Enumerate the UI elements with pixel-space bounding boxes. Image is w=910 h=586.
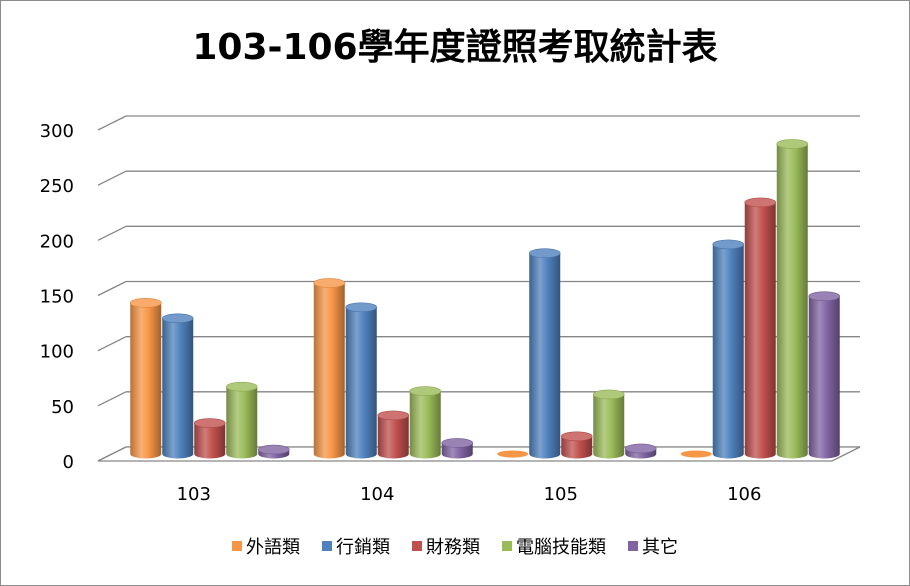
bar-body bbox=[377, 415, 409, 459]
legend-item: 財務類 bbox=[412, 533, 480, 559]
bar bbox=[528, 248, 561, 459]
chart-legend: 外語類 行銷類 財務類 電腦技能類 其它 bbox=[0, 533, 910, 559]
legend-label: 電腦技能類 bbox=[516, 537, 606, 558]
y-tick-label: 100 bbox=[40, 342, 74, 363]
y-tick-label: 300 bbox=[40, 121, 74, 142]
bar bbox=[313, 278, 346, 459]
bar bbox=[409, 386, 442, 459]
x-tick-label: 105 bbox=[544, 484, 578, 505]
bar-top bbox=[345, 302, 378, 313]
bar bbox=[560, 431, 593, 459]
legend-label: 其它 bbox=[642, 537, 678, 558]
bar-top bbox=[712, 239, 745, 250]
x-tick-label: 104 bbox=[360, 484, 394, 505]
gridline-depth bbox=[97, 280, 127, 297]
bar-body bbox=[409, 391, 441, 459]
bars bbox=[129, 139, 841, 459]
bar-top bbox=[441, 438, 474, 448]
y-axis: 0 50 100 150 200 250 300 bbox=[40, 121, 74, 473]
legend-swatch bbox=[628, 541, 638, 551]
y-tick-label: 200 bbox=[40, 231, 74, 252]
y-tick-label: 50 bbox=[51, 397, 74, 418]
legend-swatch bbox=[322, 541, 332, 551]
bar-body bbox=[226, 386, 258, 459]
gridline-depth bbox=[97, 391, 127, 407]
legend-item: 電腦技能類 bbox=[502, 533, 606, 559]
bar-top bbox=[744, 197, 777, 208]
legend-swatch bbox=[502, 541, 512, 551]
bar-top bbox=[776, 139, 809, 149]
bar-top bbox=[161, 313, 194, 324]
bar-top bbox=[592, 389, 625, 400]
bar-top bbox=[560, 431, 593, 442]
bar-top bbox=[193, 418, 226, 428]
gridline-depth bbox=[97, 225, 127, 241]
bar-top bbox=[129, 298, 162, 308]
bar-body bbox=[561, 436, 593, 459]
bar bbox=[129, 298, 162, 459]
bar bbox=[680, 450, 712, 458]
gridline-depth bbox=[97, 170, 127, 186]
legend-item: 其它 bbox=[628, 533, 678, 559]
bar-body bbox=[313, 282, 345, 459]
bar bbox=[712, 239, 745, 459]
bar-top bbox=[409, 386, 442, 396]
y-tick-label: 150 bbox=[40, 287, 74, 308]
legend-label: 財務類 bbox=[426, 537, 480, 558]
y-tick-label: 0 bbox=[63, 452, 74, 473]
legend-item: 行銷類 bbox=[322, 533, 390, 559]
bar-body bbox=[162, 318, 194, 459]
y-tick-label: 250 bbox=[40, 176, 74, 197]
bar bbox=[193, 418, 226, 459]
bar-body bbox=[529, 253, 561, 459]
bar-body bbox=[345, 307, 377, 459]
bar-base bbox=[680, 450, 712, 458]
bar bbox=[497, 450, 529, 458]
bar-body bbox=[808, 296, 840, 459]
bar-body bbox=[593, 394, 625, 459]
x-tick-label: 106 bbox=[727, 484, 761, 505]
bar-top bbox=[808, 291, 841, 302]
bar bbox=[257, 444, 290, 459]
bar-top bbox=[377, 410, 410, 421]
bar bbox=[441, 438, 474, 459]
bar-body bbox=[712, 244, 744, 459]
bar-body bbox=[776, 143, 808, 459]
bar-top bbox=[528, 248, 561, 258]
bar-body bbox=[744, 202, 776, 459]
bar bbox=[624, 443, 657, 459]
bar bbox=[592, 389, 625, 459]
bar-body bbox=[194, 423, 226, 459]
legend-swatch bbox=[232, 541, 242, 551]
legend-label: 外語類 bbox=[246, 537, 300, 558]
bar bbox=[808, 291, 841, 459]
bar-top bbox=[313, 278, 346, 288]
gridline-depth bbox=[97, 336, 127, 352]
bar bbox=[744, 197, 777, 459]
bar-top bbox=[257, 444, 290, 455]
legend-label: 行銷類 bbox=[336, 537, 390, 558]
chart-title: 103-106學年度證照考取統計表 bbox=[192, 27, 718, 68]
bar-top bbox=[225, 381, 258, 392]
bar bbox=[776, 139, 809, 459]
x-tick-label: 103 bbox=[177, 484, 211, 505]
bar bbox=[161, 313, 194, 459]
legend-item: 外語類 bbox=[232, 533, 300, 559]
legend-swatch bbox=[412, 541, 422, 551]
bar bbox=[345, 302, 378, 459]
bar bbox=[225, 381, 258, 459]
bar-base bbox=[497, 450, 529, 458]
bar bbox=[377, 410, 410, 459]
gridline-depth bbox=[97, 115, 127, 131]
bar-top bbox=[624, 443, 657, 454]
bar-body bbox=[130, 302, 162, 459]
